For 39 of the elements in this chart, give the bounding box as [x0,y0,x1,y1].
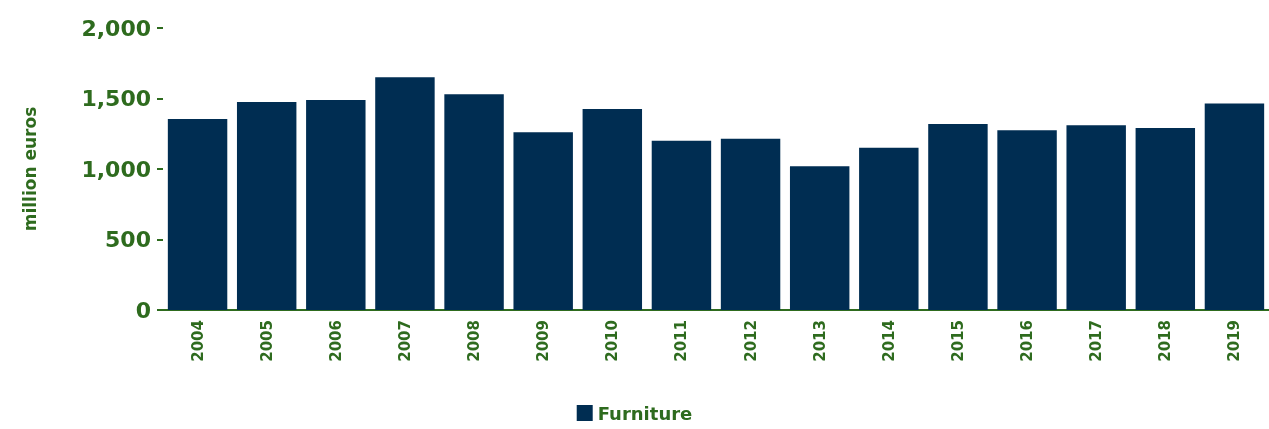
bar [582,109,643,310]
bar [444,94,504,310]
bar [236,102,297,310]
x-tick-label: 2016 [1018,320,1037,362]
y-tick-label: 1,500 [81,86,151,111]
x-tick-label: 2019 [1225,320,1244,362]
bar [1135,128,1196,310]
bar [928,123,988,310]
bar [859,147,919,310]
x-tick-label: 2018 [1156,320,1175,362]
x-tick-label: 2014 [879,320,898,362]
y-tick-label: 500 [105,227,151,252]
y-tick-label: 1,000 [81,156,151,182]
bar [1204,103,1265,310]
bar [167,118,228,310]
bar [513,132,573,310]
x-tick-label: 2011 [672,320,691,362]
bar [651,140,712,310]
y-axis-title: million euros [19,106,40,232]
x-tick-label: 2013 [810,320,829,362]
bar [375,77,435,310]
bar [1066,125,1126,310]
bar [720,138,781,310]
x-tick-label: 2015 [948,320,967,362]
x-tick-label: 2017 [1087,320,1106,362]
legend-label: Furniture [597,402,693,424]
bar [789,166,850,310]
y-tick-label: 2,000 [81,15,151,41]
x-tick-label: 2007 [395,320,414,362]
x-tick-label: 2008 [465,320,484,362]
x-tick-label: 2005 [257,320,276,362]
x-tick-label: 2010 [603,320,622,362]
x-tick-label: 2012 [741,320,760,362]
x-tick-label: 2009 [534,320,553,362]
y-tick-label: 0 [135,297,151,323]
x-tick-label: 2006 [326,320,345,362]
x-tick-label: 2004 [188,320,207,362]
bar [997,130,1057,310]
bar [306,99,366,310]
